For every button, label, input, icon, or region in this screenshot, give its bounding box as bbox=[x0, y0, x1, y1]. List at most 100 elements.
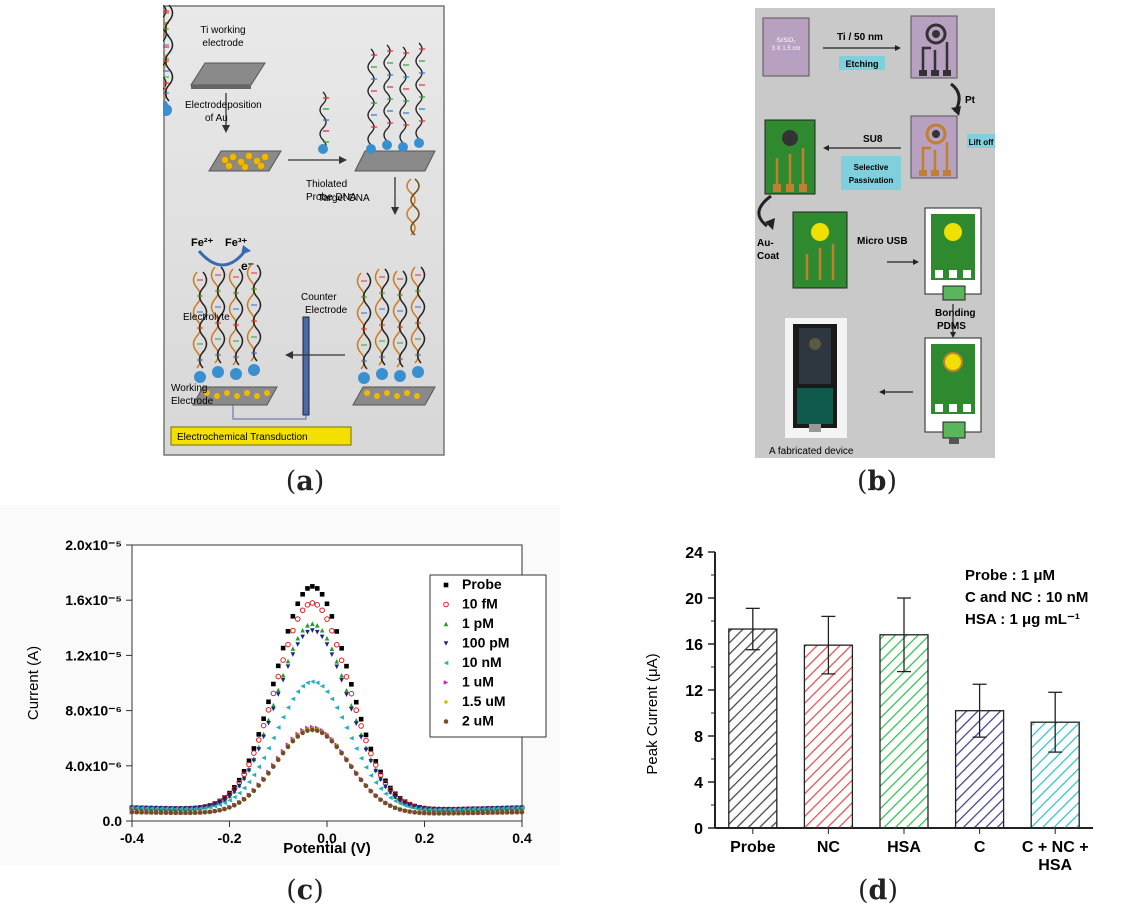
data-point bbox=[378, 797, 383, 802]
data-point bbox=[271, 764, 276, 769]
y-tick-label: 12 bbox=[685, 683, 703, 700]
target-dna-label: Target DNA bbox=[318, 193, 370, 204]
x-tick-label: 0.2 bbox=[415, 830, 435, 846]
data-point bbox=[451, 811, 456, 816]
chip-gold bbox=[793, 212, 847, 288]
diagram-label: Lift off bbox=[969, 138, 994, 147]
data-point bbox=[164, 810, 169, 815]
data-point bbox=[247, 793, 252, 798]
data-point bbox=[422, 811, 427, 816]
data-point bbox=[178, 811, 183, 816]
data-point bbox=[291, 739, 296, 744]
data-point bbox=[281, 646, 286, 651]
caption-d: (d) bbox=[843, 875, 913, 906]
panel-d-chart: 0 4 8 12 16 20 24 Probe NC HSA C C + NC + HSA Probe… bbox=[615, 530, 1137, 875]
chart-c-xlabel: Potential (V) bbox=[283, 840, 371, 857]
data-point bbox=[437, 811, 442, 816]
x-tick-label: HSA bbox=[887, 839, 921, 856]
chip-etched bbox=[911, 16, 957, 78]
y-tick-label: 4 bbox=[694, 775, 703, 792]
legend-label: 1 pM bbox=[462, 615, 494, 631]
electrolyte-label: Electrolyte bbox=[183, 312, 230, 323]
data-point bbox=[481, 811, 486, 816]
data-point bbox=[461, 811, 466, 816]
data-point bbox=[495, 810, 500, 815]
data-point bbox=[320, 592, 325, 597]
data-point bbox=[500, 810, 505, 815]
y-tick-label: 4.0x10⁻⁶ bbox=[65, 758, 122, 774]
data-point bbox=[256, 783, 261, 788]
data-point bbox=[300, 592, 305, 597]
data-point bbox=[486, 810, 491, 815]
fabricated-device-photo bbox=[785, 318, 847, 438]
data-point bbox=[310, 584, 315, 589]
legend-label: 1.5 uM bbox=[462, 693, 506, 709]
data-point bbox=[393, 806, 398, 811]
fe2-label: Fe²⁺ bbox=[191, 237, 214, 249]
data-point bbox=[344, 664, 349, 669]
diagram-label: Etching bbox=[846, 59, 879, 69]
data-point bbox=[198, 810, 203, 815]
dpv-chart-svg: -0.4 -0.2 0.0 0.2 0.40.04.0x10⁻⁶8.0x10⁻⁶1.2x… bbox=[0, 505, 560, 865]
electrodeposition-label: Electrodeposition bbox=[185, 100, 262, 111]
ti-electrode-label: Ti working bbox=[200, 25, 245, 36]
diagram-label: Electrode bbox=[305, 305, 348, 316]
data-point bbox=[432, 811, 437, 816]
data-point bbox=[369, 747, 374, 752]
diagram-label: Coat bbox=[757, 251, 780, 262]
y-tick-label: 1.2x10⁻⁵ bbox=[65, 647, 122, 663]
data-point bbox=[174, 811, 179, 816]
data-point bbox=[320, 731, 325, 736]
bar-0 bbox=[729, 629, 777, 828]
data-point bbox=[339, 646, 344, 651]
data-point bbox=[334, 745, 339, 750]
data-point bbox=[300, 731, 305, 736]
data-point bbox=[325, 602, 330, 607]
data-point bbox=[261, 716, 266, 721]
x-tick-label: NC bbox=[817, 839, 841, 856]
y-tick-label: 8 bbox=[694, 729, 703, 746]
data-point bbox=[510, 810, 515, 815]
diagram-label: 3 X 1.5 cm bbox=[772, 46, 801, 52]
data-point bbox=[412, 810, 417, 815]
data-point bbox=[149, 810, 154, 815]
data-point bbox=[295, 601, 300, 606]
data-point bbox=[271, 682, 276, 687]
data-point bbox=[281, 751, 286, 756]
device-label: A fabricated device bbox=[769, 446, 854, 457]
annotation-label: Probe : 1 μM bbox=[965, 567, 1055, 584]
data-point bbox=[208, 810, 213, 815]
data-point bbox=[344, 758, 349, 763]
data-point bbox=[403, 808, 408, 813]
chart-c-ylabel: Current (A) bbox=[25, 646, 42, 720]
panel-b-diagram: Si/SiO₂ 3 X 1.5 cm Ti / 50 nm Etching Pt… bbox=[755, 8, 995, 458]
data-point bbox=[476, 811, 481, 816]
diagram-label: Micro USB bbox=[857, 236, 908, 247]
annotation-label: HSA : 1 μg mL⁻¹ bbox=[965, 611, 1080, 628]
x-tick-label: -0.2 bbox=[217, 830, 241, 846]
data-point bbox=[144, 810, 149, 815]
data-point bbox=[505, 810, 510, 815]
data-point bbox=[266, 771, 271, 776]
data-point bbox=[242, 797, 247, 802]
data-point bbox=[252, 788, 257, 793]
data-point bbox=[276, 664, 281, 669]
transduction-label: Electrochemical Transduction bbox=[177, 432, 308, 443]
data-point bbox=[339, 751, 344, 756]
data-point bbox=[383, 801, 388, 806]
data-point bbox=[232, 803, 237, 808]
data-point bbox=[213, 809, 218, 814]
data-point bbox=[354, 771, 359, 776]
data-point bbox=[325, 734, 330, 739]
data-point bbox=[159, 810, 164, 815]
legend-label: 10 fM bbox=[462, 596, 498, 612]
y-tick-label: 0 bbox=[694, 821, 703, 838]
diagram-label: Passivation bbox=[849, 176, 894, 185]
data-point bbox=[315, 728, 320, 733]
data-point bbox=[330, 739, 335, 744]
data-point bbox=[217, 808, 222, 813]
data-point bbox=[130, 810, 135, 815]
data-point bbox=[359, 717, 364, 722]
caption-c: (c) bbox=[270, 875, 340, 906]
diagram-label: Electrode bbox=[171, 396, 214, 407]
